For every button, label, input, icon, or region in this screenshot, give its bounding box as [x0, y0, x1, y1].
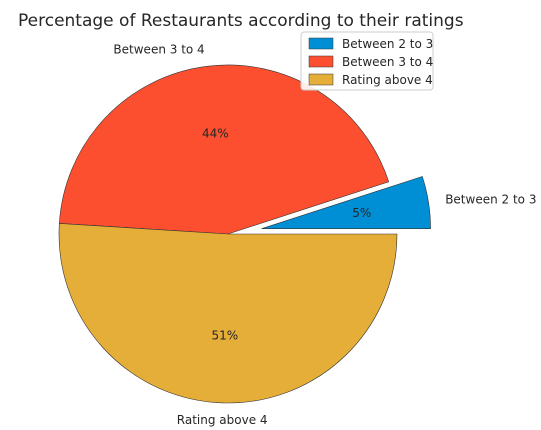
percentage-labels: 5% 44% 51%	[202, 126, 371, 342]
pie-slices	[58, 64, 431, 404]
legend-swatch-between-2-to-3	[308, 37, 334, 50]
chart-title: Percentage of Restaurants according to t…	[18, 11, 464, 31]
legend-label-between-3-to-4: Between 3 to 4	[342, 55, 433, 69]
pct-label-between-3-to-4: 44%	[202, 126, 229, 140]
slice-label-between-2-to-3: Between 2 to 3	[445, 193, 536, 207]
legend-box	[300, 31, 434, 91]
legend-swatch-between-3-to-4	[308, 55, 334, 68]
pie-slice-between-2-to-3	[261, 176, 431, 229]
pie-slice-rating-above-4	[58, 223, 398, 404]
legend: Between 2 to 3 Between 3 to 4 Rating above…	[300, 31, 434, 91]
slice-label-between-3-to-4: Between 3 to 4	[113, 43, 204, 57]
pct-label-between-2-to-3: 5%	[352, 206, 371, 220]
pct-label-rating-above-4: 51%	[211, 328, 238, 342]
pie-slice-between-3-to-4	[59, 64, 390, 235]
legend-label-between-2-to-3: Between 2 to 3	[342, 37, 433, 51]
legend-swatch-rating-above-4	[308, 73, 334, 86]
legend-label-rating-above-4: Rating above 4	[342, 73, 433, 87]
slice-label-rating-above-4: Rating above 4	[177, 413, 268, 427]
slice-labels: Between 2 to 3 Between 3 to 4 Rating above…	[113, 43, 536, 427]
